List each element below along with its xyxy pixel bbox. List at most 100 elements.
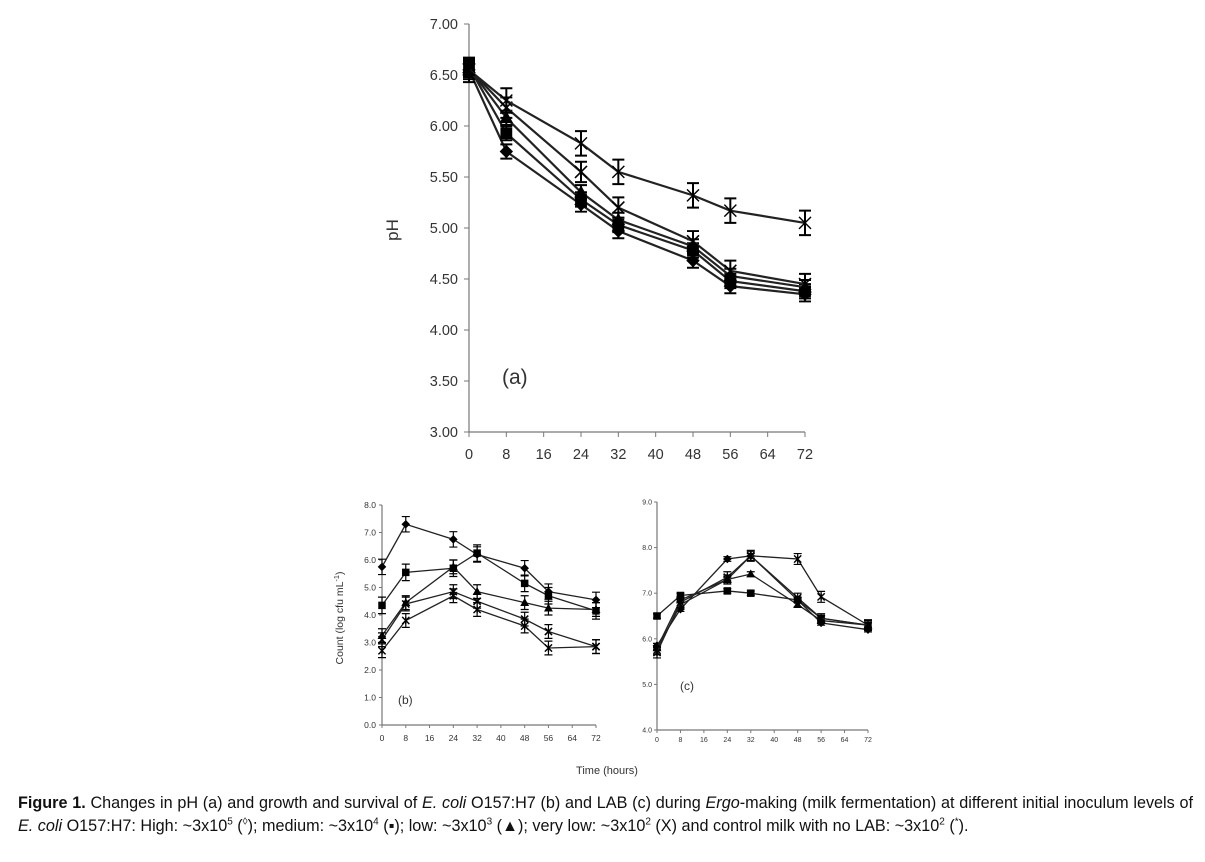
series-star xyxy=(377,588,601,659)
x-tick-label: 8 xyxy=(403,733,408,743)
data-point-x xyxy=(401,599,410,609)
chart-c: 4.0 5.0 6.0 7.0 8.0 9.0 0 8 16 24 32 40 48 56 64 72 (c) xyxy=(642,499,873,744)
x-tick-label: 72 xyxy=(797,447,813,463)
data-point-square xyxy=(544,592,553,600)
data-point-diamond xyxy=(723,554,732,564)
y-tick-label: 5.0 xyxy=(642,682,652,689)
x-tick-label: 48 xyxy=(685,447,701,463)
y-tick-label: 5.00 xyxy=(430,221,458,237)
y-tick-label: 4.50 xyxy=(430,272,458,288)
y-tick-label: 6.50 xyxy=(430,68,458,84)
series-line xyxy=(656,554,869,651)
data-point-square xyxy=(520,579,529,588)
chart-a: 3.00 3.50 4.00 4.50 5.00 5.50 6.00 6.50 7.00 0 8 16… xyxy=(383,17,813,463)
series-line xyxy=(381,590,597,648)
series-line xyxy=(656,573,869,649)
data-point-triangle xyxy=(574,185,588,198)
x-tick-label: 56 xyxy=(817,737,825,744)
series-square xyxy=(378,544,600,620)
x-tick-label: 64 xyxy=(567,733,577,743)
caption-fragment: O157:H7 (b) and LAB (c) during xyxy=(466,794,706,812)
x-axis-label: Time (hours) xyxy=(576,765,638,777)
x-tick-label: 72 xyxy=(591,733,601,743)
data-point-x xyxy=(574,165,588,179)
data-point-triangle xyxy=(591,604,601,613)
y-tick-label: 7.00 xyxy=(430,17,458,33)
panel-label: (c) xyxy=(680,679,694,693)
data-point-star xyxy=(723,204,737,218)
series-line xyxy=(381,523,597,601)
data-point-square xyxy=(653,612,661,620)
data-point-star xyxy=(793,554,802,564)
series-diamond xyxy=(462,61,812,303)
caption-fragment: ( xyxy=(944,817,955,835)
series-line xyxy=(468,68,806,286)
caption-fragment: ). xyxy=(958,817,969,835)
data-point-star xyxy=(863,621,873,630)
y-tick-label: 5.50 xyxy=(430,170,458,186)
caption-fragment: 3 xyxy=(486,816,493,828)
x-tick-label: 32 xyxy=(610,447,626,463)
data-point-triangle xyxy=(543,603,553,612)
x-tick-label: 48 xyxy=(520,733,530,743)
series-star xyxy=(462,56,812,237)
data-point-diamond xyxy=(377,562,387,572)
x-tick-label: 0 xyxy=(655,737,659,744)
data-point-star xyxy=(723,573,732,582)
caption-fragment: 4 xyxy=(373,816,379,828)
data-point-star xyxy=(499,94,513,107)
data-point-star xyxy=(652,648,662,657)
data-point-triangle xyxy=(746,569,756,578)
panel-label: (a) xyxy=(502,366,528,389)
series-line xyxy=(467,69,806,296)
data-point-star xyxy=(377,646,387,655)
data-point-triangle xyxy=(611,212,626,226)
x-tick-label: 40 xyxy=(648,447,664,463)
y-tick-label: 0.0 xyxy=(364,720,376,730)
caption-fragment: * xyxy=(954,816,959,828)
x-tick-label: 40 xyxy=(496,733,506,743)
data-point-diamond xyxy=(499,144,514,159)
data-point-star xyxy=(611,165,625,179)
caption-fragment: Ergo xyxy=(705,794,740,812)
series-x xyxy=(462,57,812,296)
figure-caption: Figure 1. Changes in pH (a) and growth a… xyxy=(18,792,1193,838)
y-tick-label: 7.0 xyxy=(642,591,652,598)
series-line xyxy=(381,595,597,652)
x-tick-label: 0 xyxy=(380,733,385,743)
x-tick-label: 0 xyxy=(465,447,473,463)
series-square xyxy=(463,58,811,300)
y-axis-label: Count (log cfu mL-1) xyxy=(332,572,347,665)
data-point-star xyxy=(462,63,476,77)
figure-canvas: 3.00 3.50 4.0 0 4.50 5.00 5.50 6.0 0 6.50 7.00 0 8 16… xyxy=(332,17,873,777)
data-point-star xyxy=(676,598,685,607)
data-point-diamond xyxy=(401,519,411,529)
y-tick-label: 3.50 xyxy=(430,374,458,390)
caption-fragment: O157:H7: High: ~3x10 xyxy=(62,817,228,835)
data-point-square xyxy=(500,127,513,140)
data-point-triangle xyxy=(520,597,530,607)
data-point-diamond xyxy=(449,535,458,544)
caption-text: Changes in pH (a) and growth and surviva… xyxy=(18,794,1193,835)
data-point-x xyxy=(798,277,812,291)
y-tick-label: 6.0 xyxy=(364,555,376,565)
data-point-star xyxy=(817,592,826,601)
caption-fragment: 2 xyxy=(645,816,651,828)
y-tick-label: 1.0 xyxy=(364,692,376,702)
chart-b: 0.0 1.0 2.0 3.0 4.0 5.0 6.0 7.0 8.0 0 8 16 24 32 40 48 5… xyxy=(332,500,601,743)
data-point-star xyxy=(746,551,755,560)
y-tick-label: 3.00 xyxy=(430,425,458,441)
caption-fragment: 5 xyxy=(227,816,233,828)
caption-fragment: ( xyxy=(232,817,243,835)
series-star xyxy=(652,549,873,659)
data-point-x xyxy=(611,201,625,215)
y-tick-label: 4.0 xyxy=(364,610,376,620)
x-tick-label: 16 xyxy=(536,447,552,463)
x-tick-label: 24 xyxy=(449,733,459,743)
caption-label: Figure 1. xyxy=(18,794,86,812)
data-point-x xyxy=(377,635,387,644)
data-point-x xyxy=(723,264,737,278)
data-point-star xyxy=(401,616,410,625)
data-point-star xyxy=(449,591,458,600)
caption-fragment: E. coli xyxy=(18,817,63,835)
